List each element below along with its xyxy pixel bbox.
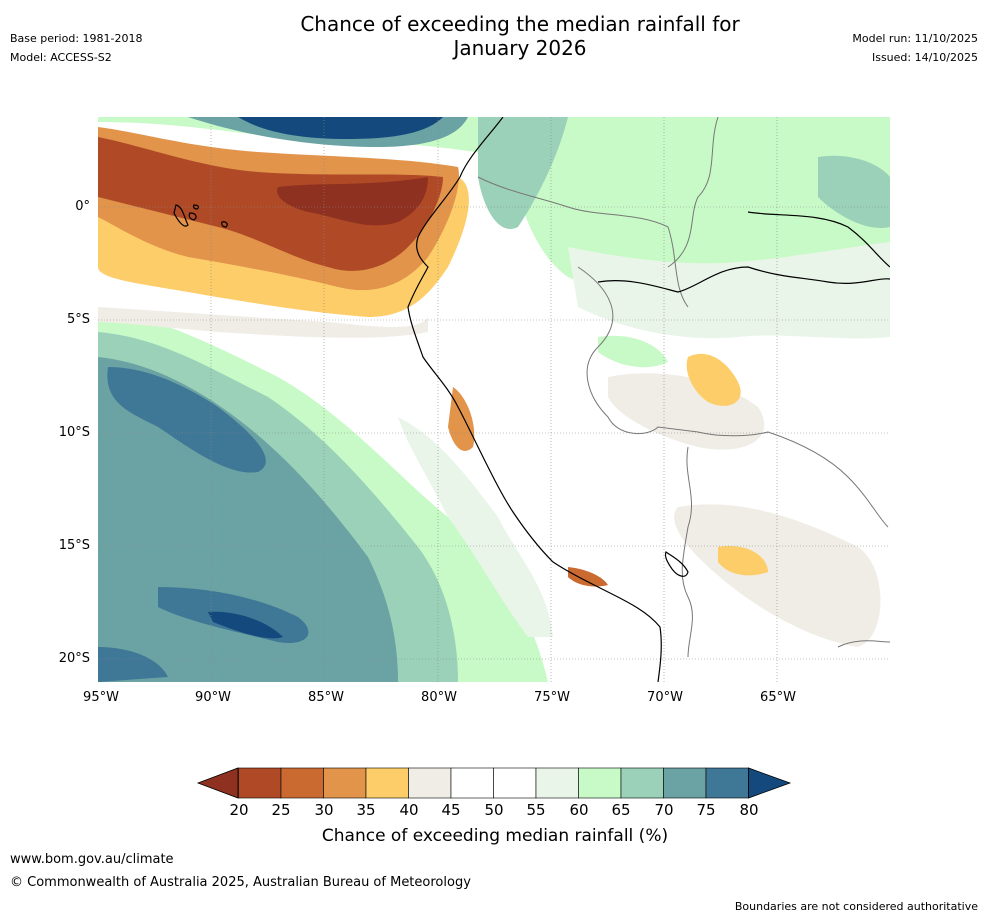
lon-label-80w: 80°W [421,690,457,705]
lon-label-90w: 90°W [195,690,231,705]
colorbar-segment-55-60 [535,767,579,799]
region-60-65-ne [513,117,890,289]
rainfall-map [98,117,890,682]
colorbar-tick-35: 35 [356,801,376,819]
region-55-60-ne [568,242,890,339]
website-link[interactable]: www.bom.gov.au/climate [10,852,174,867]
map-svg [98,117,890,682]
disclaimer-text: Boundaries are not considered authoritat… [734,900,978,913]
coastline [407,117,662,682]
lat-label-10s: 10°S [58,425,90,440]
region-gt80-north [238,117,443,139]
island-isabela [173,204,189,227]
region-35-40-east-a [686,353,741,406]
colorbar-tick-50: 50 [484,801,504,819]
country-borders [477,117,890,658]
region-60-65-east2 [598,335,668,368]
colorbar-arrow-high [748,767,792,799]
island-santa-cruz [188,212,197,221]
map-title: Chance of exceeding the median rainfall … [220,12,820,60]
colorbar-tick-65: 65 [611,801,631,819]
base-period-text: Base period: 1981-2018 [10,32,143,45]
region-65-70-ne [478,117,568,229]
colorbar-segment-75-80 [705,767,749,799]
lon-label-70w: 70°W [647,690,683,705]
colorbar-segment-60-65 [578,767,622,799]
region-40-45-a [98,307,428,338]
region-25-30-south [568,567,608,587]
colorbar-segment-30-35 [323,767,367,799]
lat-label-0: 0° [75,199,90,214]
region-65-70-east [818,155,890,228]
region-75-80-w1 [107,367,266,473]
colorbar-segment-35-40 [365,767,409,799]
colorbar-tick-80: 80 [739,801,759,819]
model-run-text: Model run: 11/10/2025 [852,32,978,45]
colorbar-arrow-low [196,767,239,799]
colorbar-label: Chance of exceeding median rainfall (%) [321,826,669,846]
colorbar-segment-20-25 [238,767,282,799]
colorbar-tick-55: 55 [526,801,546,819]
border-colombia-ecuador [477,176,689,308]
lat-label-5s: 5°S [66,312,90,327]
title-line-2: January 2026 [453,36,587,60]
colorbar-tick-45: 45 [441,801,461,819]
border-chile-argentina [837,640,890,648]
region-35-40-east-b [718,546,768,576]
region-20-25 [277,177,428,226]
title-line-1: Chance of exceeding the median rainfall … [300,12,740,36]
colorbar-segment-50-55 [493,767,537,799]
border-colombia-venezuela [667,117,719,268]
model-text: Model: ACCESS-S2 [10,51,112,64]
colorbar-tick-75: 75 [696,801,716,819]
colorbar-tick-70: 70 [654,801,674,819]
amazon-river [597,266,890,293]
copyright-text: © Commonwealth of Australia 2025, Austra… [10,875,471,890]
colorbar-tick-60: 60 [569,801,589,819]
colorbar-segment-65-70 [620,767,664,799]
region-40-45-c [674,504,881,647]
graticule [98,117,890,682]
colorbar-segment-40-45 [408,767,452,799]
rio-negro [747,211,890,268]
lon-label-65w: 65°W [760,690,796,705]
region-55-60-coast [398,417,553,637]
border-bolivia [697,431,889,528]
border-bolivia-west [681,446,693,658]
region-25-30 [98,137,443,271]
colorbar-segment-45-50 [450,767,494,799]
galapagos-islands [173,204,228,228]
island-san-cristobal [221,221,228,228]
region-75-80-w3 [98,647,168,682]
border-peru-brazil [577,266,699,435]
island-fernandina [193,204,200,210]
colorbar-tick-25: 25 [271,801,291,819]
lon-label-75w: 75°W [534,690,570,705]
region-30-35-peru [448,387,475,451]
colorbar-segment-25-30 [280,767,324,799]
region-gt80-w [208,611,283,639]
lon-label-85w: 85°W [308,690,344,705]
colorbar-tick-30: 30 [314,801,334,819]
lat-label-20s: 20°S [58,651,90,666]
colorbar [196,767,792,799]
colorbar-tick-20: 20 [229,801,249,819]
issued-text: Issued: 14/10/2025 [871,51,978,64]
lat-label-15s: 15°S [58,538,90,553]
colorbar-segment-70-75 [663,767,707,799]
lake-titicaca [664,551,689,577]
colorbar-tick-40: 40 [399,801,419,819]
lon-label-95w: 95°W [83,690,119,705]
